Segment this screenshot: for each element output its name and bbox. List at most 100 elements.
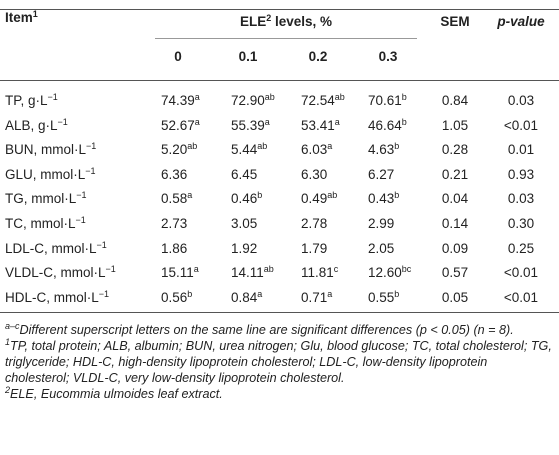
value-cell: 6.45: [231, 167, 257, 183]
value: 72.90: [231, 93, 265, 108]
value-cell: 11.81c: [301, 265, 338, 281]
value: 0.71: [301, 289, 328, 305]
p-cell: 0.25: [481, 241, 559, 257]
row-label-unit: −1: [86, 141, 97, 152]
row-label-unit: −1: [96, 239, 107, 250]
value: 46.64: [368, 117, 402, 133]
value-cell: 0.55b: [368, 288, 400, 306]
value-cell: 6.30: [301, 167, 327, 183]
value: 2.73: [161, 216, 188, 231]
value-cell: 1.86: [161, 241, 187, 257]
value-cell: 3.05: [231, 216, 257, 232]
value: 2.78: [301, 216, 328, 231]
value-cell: 6.27: [368, 167, 394, 183]
value: 3.05: [231, 216, 258, 231]
p-value: 0.01: [507, 142, 535, 158]
value: 2.05: [368, 240, 395, 256]
row-label: TP, g·L−1: [5, 93, 58, 109]
p-header-cell: p-value: [481, 14, 559, 30]
level-header-cell: 0: [138, 49, 218, 65]
row-label: VLDL-C, mmol·L−1: [5, 265, 116, 281]
p-value: 0.03: [507, 191, 535, 207]
significance: ab: [264, 92, 275, 102]
value-cell: 0.56b: [161, 289, 192, 306]
footnote-text: TP, total protein; ALB, albumin; BUN, ur…: [5, 339, 552, 385]
row-label: BUN, mmol·L−1: [5, 142, 96, 158]
sem-cell: 0.05: [415, 290, 495, 306]
sem-value: 0.09: [441, 240, 469, 256]
value-cell: 74.39a: [161, 93, 200, 109]
footnote-text: ELE, Eucommia ulmoides leaf extract.: [10, 387, 223, 401]
value-cell: 1.79: [301, 241, 327, 257]
row-label-unit: −1: [85, 165, 96, 176]
level-header: 0.2: [308, 49, 328, 64]
value-cell: 46.64b: [368, 117, 407, 134]
value: 0.46: [231, 191, 258, 207]
significance: b: [401, 92, 407, 102]
value-cell: 0.49ab: [301, 191, 337, 207]
item-header-sup: 1: [32, 9, 38, 19]
level-header-cell: 0.1: [208, 49, 288, 65]
sem-header-cell: SEM: [415, 14, 495, 30]
value: 1.86: [161, 240, 188, 256]
value: 5.20: [161, 142, 188, 158]
significance: ab: [327, 190, 338, 201]
significance: a: [194, 92, 200, 102]
sem-value: 0.05: [441, 289, 469, 305]
row-label-text: GLU, mmol·L: [5, 166, 86, 182]
header-rule: [0, 80, 559, 81]
value-cell: 6.03a: [301, 142, 332, 158]
significance: b: [394, 190, 400, 201]
value-cell: 12.60bc: [368, 265, 411, 281]
value: 5.44: [231, 142, 258, 158]
row-label-text: HDL-C, mmol·L: [5, 289, 99, 305]
p-cell: 0.03: [481, 93, 559, 109]
footnote: a–cDifferent superscript letters on the …: [5, 322, 555, 338]
significance: b: [257, 190, 263, 201]
sem-value: 0.14: [441, 216, 469, 231]
row-label: HDL-C, mmol·L−1: [5, 289, 109, 306]
level-header-cell: 0.2: [278, 49, 358, 65]
footnote: 1TP, total protein; ALB, albumin; BUN, u…: [5, 338, 555, 386]
sem-cell: 0.84: [415, 93, 495, 109]
row-label-unit: −1: [47, 92, 58, 102]
p-value: 0.25: [507, 240, 535, 256]
significance: b: [394, 288, 400, 299]
value: 52.67: [161, 117, 195, 133]
row-label-text: VLDL-C, mmol·L: [5, 265, 106, 281]
significance: a: [194, 116, 200, 127]
item-header: Item1: [5, 10, 38, 26]
row-label: TG, mmol·L−1: [5, 191, 87, 207]
value: 0.58: [161, 191, 188, 207]
value: 55.39: [231, 117, 265, 133]
p-header: p-value: [497, 14, 545, 29]
value-cell: 5.44ab: [231, 142, 267, 158]
value: 11.81: [301, 265, 334, 281]
sem-value: 0.28: [441, 142, 469, 158]
row-label: GLU, mmol·L−1: [5, 165, 96, 183]
sem-cell: 1.05: [415, 118, 495, 134]
value-cell: 15.11a: [161, 265, 199, 281]
group-header: ELE2 levels, %: [206, 14, 366, 30]
significance: a: [334, 116, 340, 127]
footnotes: a–cDifferent superscript letters on the …: [5, 322, 555, 402]
sem-cell: 0.09: [415, 241, 495, 257]
p-value: <0.01: [503, 117, 539, 133]
value-cell: 72.90ab: [231, 93, 275, 109]
sem-header: SEM: [440, 14, 470, 29]
significance: a: [187, 190, 193, 201]
footnote: 2ELE, Eucommia ulmoides leaf extract.: [5, 386, 555, 402]
sem-value: 0.57: [441, 265, 469, 281]
level-header: 0: [174, 49, 182, 64]
footnote-mark: a–c: [5, 321, 20, 331]
p-value: <0.01: [503, 265, 539, 281]
sem-cell: 0.28: [415, 142, 495, 158]
value-cell: 2.73: [161, 216, 187, 232]
sem-value: 0.84: [441, 93, 469, 108]
sem-cell: 0.21: [415, 167, 495, 183]
value-cell: 53.41a: [301, 116, 340, 134]
value-cell: 2.99: [368, 216, 394, 232]
p-value: 0.93: [507, 166, 535, 182]
value-cell: 0.46b: [231, 191, 262, 207]
